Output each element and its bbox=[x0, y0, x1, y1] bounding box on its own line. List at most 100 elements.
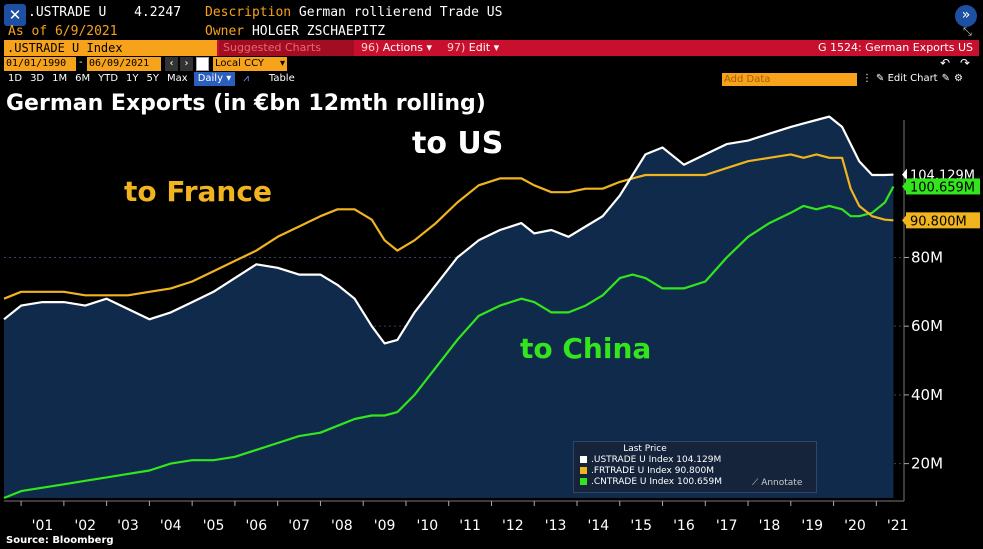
period-ytd[interactable]: YTD bbox=[98, 73, 119, 84]
legend-swatch-china bbox=[580, 478, 587, 485]
end-date-input[interactable]: 06/09/2021 bbox=[87, 57, 161, 71]
pencil-icon: ⟋ bbox=[752, 478, 759, 488]
legend-item-france: .FRTRADE U Index 90.800M bbox=[580, 465, 810, 476]
as-of-label: As of bbox=[8, 24, 48, 39]
toolbar-right: ⋮ ✎ Edit Chart ✎ ⚙ bbox=[862, 72, 963, 86]
us-area bbox=[4, 116, 894, 498]
security-field[interactable]: .USTRADE U Index bbox=[4, 40, 217, 56]
edit-label: Edit bbox=[468, 41, 491, 54]
period-1y[interactable]: 1Y bbox=[126, 73, 139, 84]
legend-swatch-france bbox=[580, 467, 587, 474]
x-tick-label: '15 bbox=[630, 518, 652, 534]
owner-label: Owner bbox=[205, 24, 245, 39]
x-tick-label: '04 bbox=[160, 518, 182, 534]
x-tick-label: '18 bbox=[759, 518, 781, 534]
x-tick-label: '11 bbox=[459, 518, 481, 534]
description-label: Description bbox=[205, 5, 292, 20]
last-label-bg-france bbox=[906, 212, 980, 229]
add-data-placeholder: Add Data bbox=[724, 74, 771, 85]
x-tick-label: '12 bbox=[502, 518, 524, 534]
annotation-france: to France bbox=[124, 175, 272, 208]
period-max[interactable]: Max bbox=[167, 73, 188, 84]
prev-period-button[interactable]: ‹ bbox=[165, 57, 178, 71]
end-date: 06/09/2021 bbox=[89, 58, 150, 69]
resize-icon[interactable]: ⤡ bbox=[963, 25, 972, 38]
actions-button[interactable]: 96) Actions ▾ bbox=[358, 40, 440, 56]
description-value: German rollierend Trade US bbox=[298, 5, 503, 20]
x-tick-label: '19 bbox=[801, 518, 823, 534]
x-tick-label: '21 bbox=[887, 518, 909, 534]
table-button[interactable]: Table bbox=[268, 73, 295, 84]
annotate-label: Annotate bbox=[761, 478, 803, 488]
chart-id: G 1524: German Exports US bbox=[817, 41, 973, 54]
add-data-input[interactable]: Add Data bbox=[722, 73, 857, 86]
annotate-button[interactable]: ⟋ Annotate bbox=[752, 478, 802, 488]
edit-chart-button[interactable]: ✎ Edit Chart bbox=[876, 72, 938, 86]
period-6m[interactable]: 6M bbox=[75, 73, 91, 84]
legend-label-china: .CNTRADE U Index 100.659M bbox=[591, 476, 722, 487]
owner-value: HOLGER ZSCHAEPITZ bbox=[251, 24, 386, 39]
period-1d[interactable]: 1D bbox=[8, 73, 23, 84]
suggested-charts-button[interactable]: Suggested Charts bbox=[219, 40, 354, 56]
legend-swatch-us bbox=[580, 456, 587, 463]
period-3d[interactable]: 3D bbox=[30, 73, 45, 84]
caret-down-icon: ▾ bbox=[426, 41, 433, 54]
chevron-left-icon: ‹ bbox=[169, 58, 174, 69]
period-1m[interactable]: 1M bbox=[52, 73, 68, 84]
series-lines bbox=[3, 115, 895, 500]
x-tick-label: '08 bbox=[331, 518, 353, 534]
last-label-arrow-china bbox=[902, 180, 907, 193]
x-tick-label: '01 bbox=[32, 518, 54, 534]
x-tick-label: '09 bbox=[374, 518, 396, 534]
last-label-china: 100.659M bbox=[910, 180, 975, 195]
as-of-date: 6/9/2021 bbox=[54, 24, 118, 39]
date-separator: - bbox=[79, 57, 83, 68]
more-icon[interactable]: ⋮ bbox=[862, 73, 872, 84]
x-tick-label: '16 bbox=[673, 518, 695, 534]
pencil-icon[interactable]: ✎ bbox=[941, 73, 950, 84]
pencil-icon: ✎ bbox=[876, 73, 885, 84]
frequency-select[interactable]: Daily ▾ bbox=[193, 72, 236, 86]
undo-icon[interactable]: ↶ bbox=[940, 56, 951, 70]
y-tick-label: 40M bbox=[911, 386, 943, 404]
annotation-us: to US bbox=[412, 126, 504, 161]
actions-label: Actions bbox=[382, 41, 423, 54]
expand-button[interactable]: » bbox=[955, 5, 977, 27]
x-tick-label: '17 bbox=[716, 518, 738, 534]
gear-icon[interactable]: ⚙ bbox=[954, 73, 963, 84]
source-note: Source: Bloomberg bbox=[6, 535, 114, 546]
caret-down-icon: ▾ bbox=[493, 41, 500, 54]
x-tick-label: '10 bbox=[417, 518, 439, 534]
chevron-right-icon: › bbox=[184, 58, 189, 69]
legend-item-china: .CNTRADE U Index 100.659M bbox=[580, 476, 810, 487]
actions-num: 96) bbox=[361, 41, 380, 54]
close-button[interactable]: ✕ bbox=[4, 4, 26, 26]
x-tick-label: '13 bbox=[545, 518, 567, 534]
y-tick-label: 60M bbox=[911, 317, 943, 335]
x-tick-label: '20 bbox=[844, 518, 866, 534]
series-line-china bbox=[3, 185, 895, 500]
calendar-icon[interactable] bbox=[196, 57, 209, 71]
x-tick-label: '03 bbox=[117, 518, 139, 534]
period-bar: 1D 3D 1M 6M YTD 1Y 5Y Max Daily ▾ ⩘ Tabl… bbox=[4, 72, 299, 86]
start-date: 01/01/1990 bbox=[6, 58, 67, 69]
frequency-value: Daily bbox=[197, 73, 224, 84]
edit-num: 97) bbox=[447, 41, 466, 54]
next-period-button[interactable]: › bbox=[180, 57, 193, 71]
last-label-france: 90.800M bbox=[910, 214, 967, 229]
currency-select[interactable]: Local CCY ▾ bbox=[213, 57, 287, 71]
legend-item-us: .USTRADE U Index 104.129M bbox=[580, 454, 810, 465]
redo-icon[interactable]: ↷ bbox=[960, 56, 971, 70]
ticker: .USTRADE U bbox=[28, 5, 107, 20]
line-chart-icon[interactable]: ⩘ bbox=[243, 73, 249, 84]
legend-title: Last Price bbox=[623, 444, 667, 454]
period-5y[interactable]: 5Y bbox=[146, 73, 160, 84]
x-tick-label: '02 bbox=[74, 518, 96, 534]
line-chart: '01 '02 '03 '04 '05 '06 '07 '08 '09 '10 '11 '12 '13 '… bbox=[0, 88, 983, 543]
edit-button[interactable]: 97) Edit ▾ bbox=[444, 40, 508, 56]
currency-value: Local CCY bbox=[215, 58, 264, 69]
start-date-input[interactable]: 01/01/1990 bbox=[4, 57, 76, 71]
last-label-bg-china bbox=[906, 178, 980, 195]
last-label-arrow-france bbox=[902, 214, 907, 227]
x-tick-label: '14 bbox=[588, 518, 610, 534]
